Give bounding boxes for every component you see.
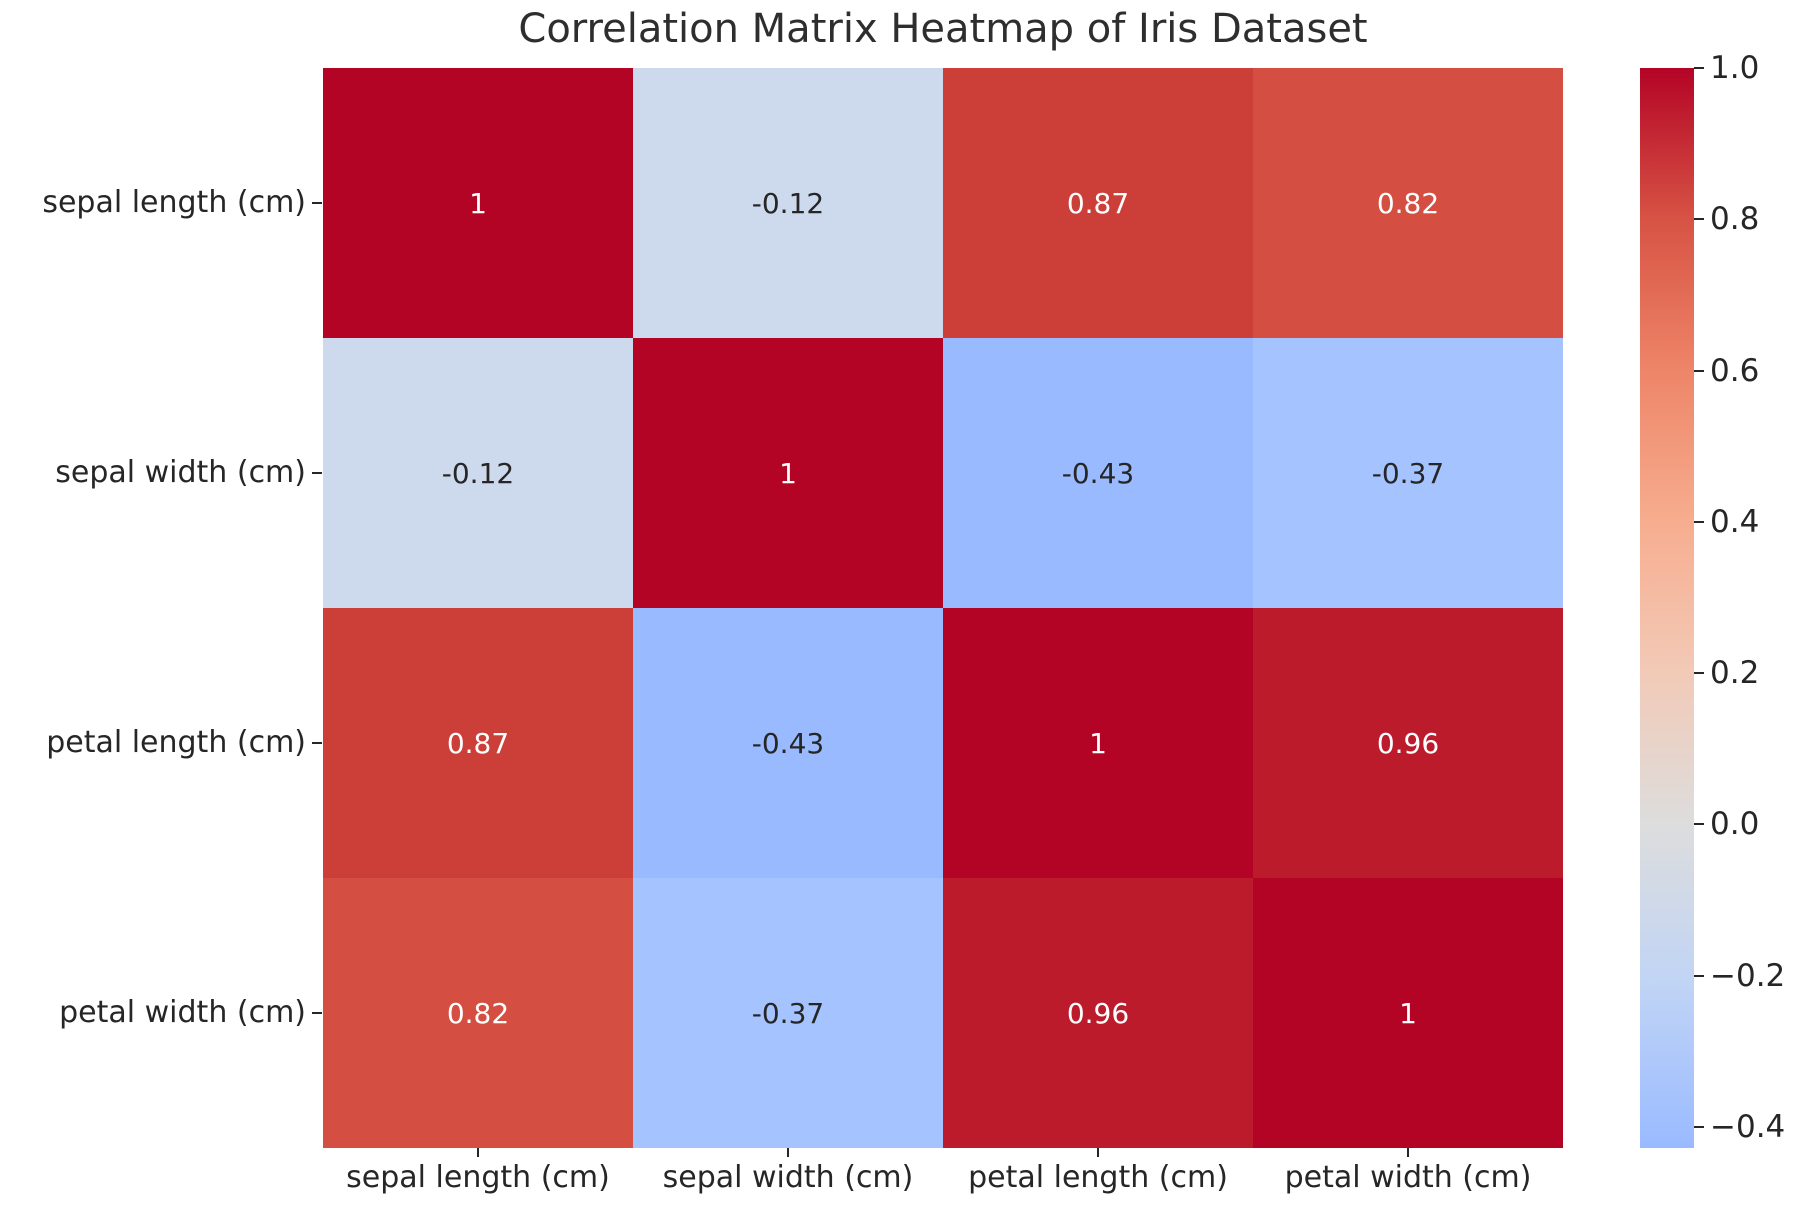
y-tick-mark [312, 472, 322, 474]
heatmap-cell: -0.37 [633, 878, 943, 1148]
y-tick-mark [312, 202, 322, 204]
heatmap-cell: -0.43 [633, 608, 943, 878]
colorbar-tick-mark [1694, 218, 1704, 221]
colorbar-tick-label: −0.4 [1710, 1109, 1786, 1146]
colorbar-tick-label: −0.2 [1710, 957, 1786, 994]
colorbar-tick-label: 0.6 [1710, 352, 1760, 389]
heatmap-cell: 0.87 [323, 608, 633, 878]
y-tick-label: petal length (cm) [46, 725, 306, 760]
heatmap-cell: 0.96 [1253, 608, 1563, 878]
x-tick-mark [477, 1148, 479, 1157]
colorbar-tick-label: 0.0 [1710, 806, 1760, 843]
heatmap-cell: -0.37 [1253, 338, 1563, 608]
heatmap-cell: -0.12 [323, 338, 633, 608]
x-tick-label: sepal width (cm) [662, 1160, 914, 1195]
y-tick-mark [312, 1012, 322, 1014]
colorbar-tick-mark [1694, 974, 1704, 977]
colorbar-tick-label: 1.0 [1710, 50, 1760, 86]
colorbar-tick-label: 0.2 [1710, 655, 1760, 692]
heatmap-cell: 1 [633, 338, 943, 608]
chart-title: Correlation Matrix Heatmap of Iris Datas… [518, 6, 1368, 52]
x-tick-label: sepal length (cm) [346, 1160, 610, 1195]
heatmap-cell: 0.87 [943, 68, 1253, 338]
colorbar-tick-mark [1694, 823, 1704, 826]
x-tick-mark [787, 1148, 789, 1157]
heatmap-cell: 0.82 [323, 878, 633, 1148]
heatmap-cell: 1 [943, 608, 1253, 878]
heatmap-cell: 0.96 [943, 878, 1253, 1148]
colorbar-tick-label: 0.8 [1710, 201, 1760, 238]
heatmap-cell: -0.12 [633, 68, 943, 338]
heatmap-cell: 1 [323, 68, 633, 338]
colorbar-tick-mark [1694, 67, 1704, 69]
x-tick-label: petal length (cm) [968, 1160, 1228, 1195]
y-tick-mark [312, 742, 322, 744]
heatmap-cell: 0.82 [1253, 68, 1563, 338]
heatmap-cell: -0.43 [943, 338, 1253, 608]
x-tick-mark [1407, 1148, 1409, 1157]
colorbar-tick-mark [1694, 1126, 1704, 1129]
x-tick-label: petal width (cm) [1284, 1160, 1532, 1195]
colorbar-tick-mark [1694, 520, 1704, 523]
colorbar [1640, 68, 1694, 1148]
colorbar-tick-mark [1694, 672, 1704, 675]
y-tick-label: sepal width (cm) [55, 455, 306, 490]
colorbar-tick-mark [1694, 369, 1704, 372]
colorbar-tick-label: 0.4 [1710, 503, 1760, 540]
y-tick-label: petal width (cm) [59, 995, 306, 1030]
x-tick-mark [1097, 1148, 1099, 1157]
y-tick-label: sepal length (cm) [42, 185, 306, 220]
heatmap: 1 -0.12 0.87 0.82 -0.12 1 -0.43 -0.37 0.87 -0.43 1… [323, 68, 1563, 1148]
heatmap-cell: 1 [1253, 878, 1563, 1148]
